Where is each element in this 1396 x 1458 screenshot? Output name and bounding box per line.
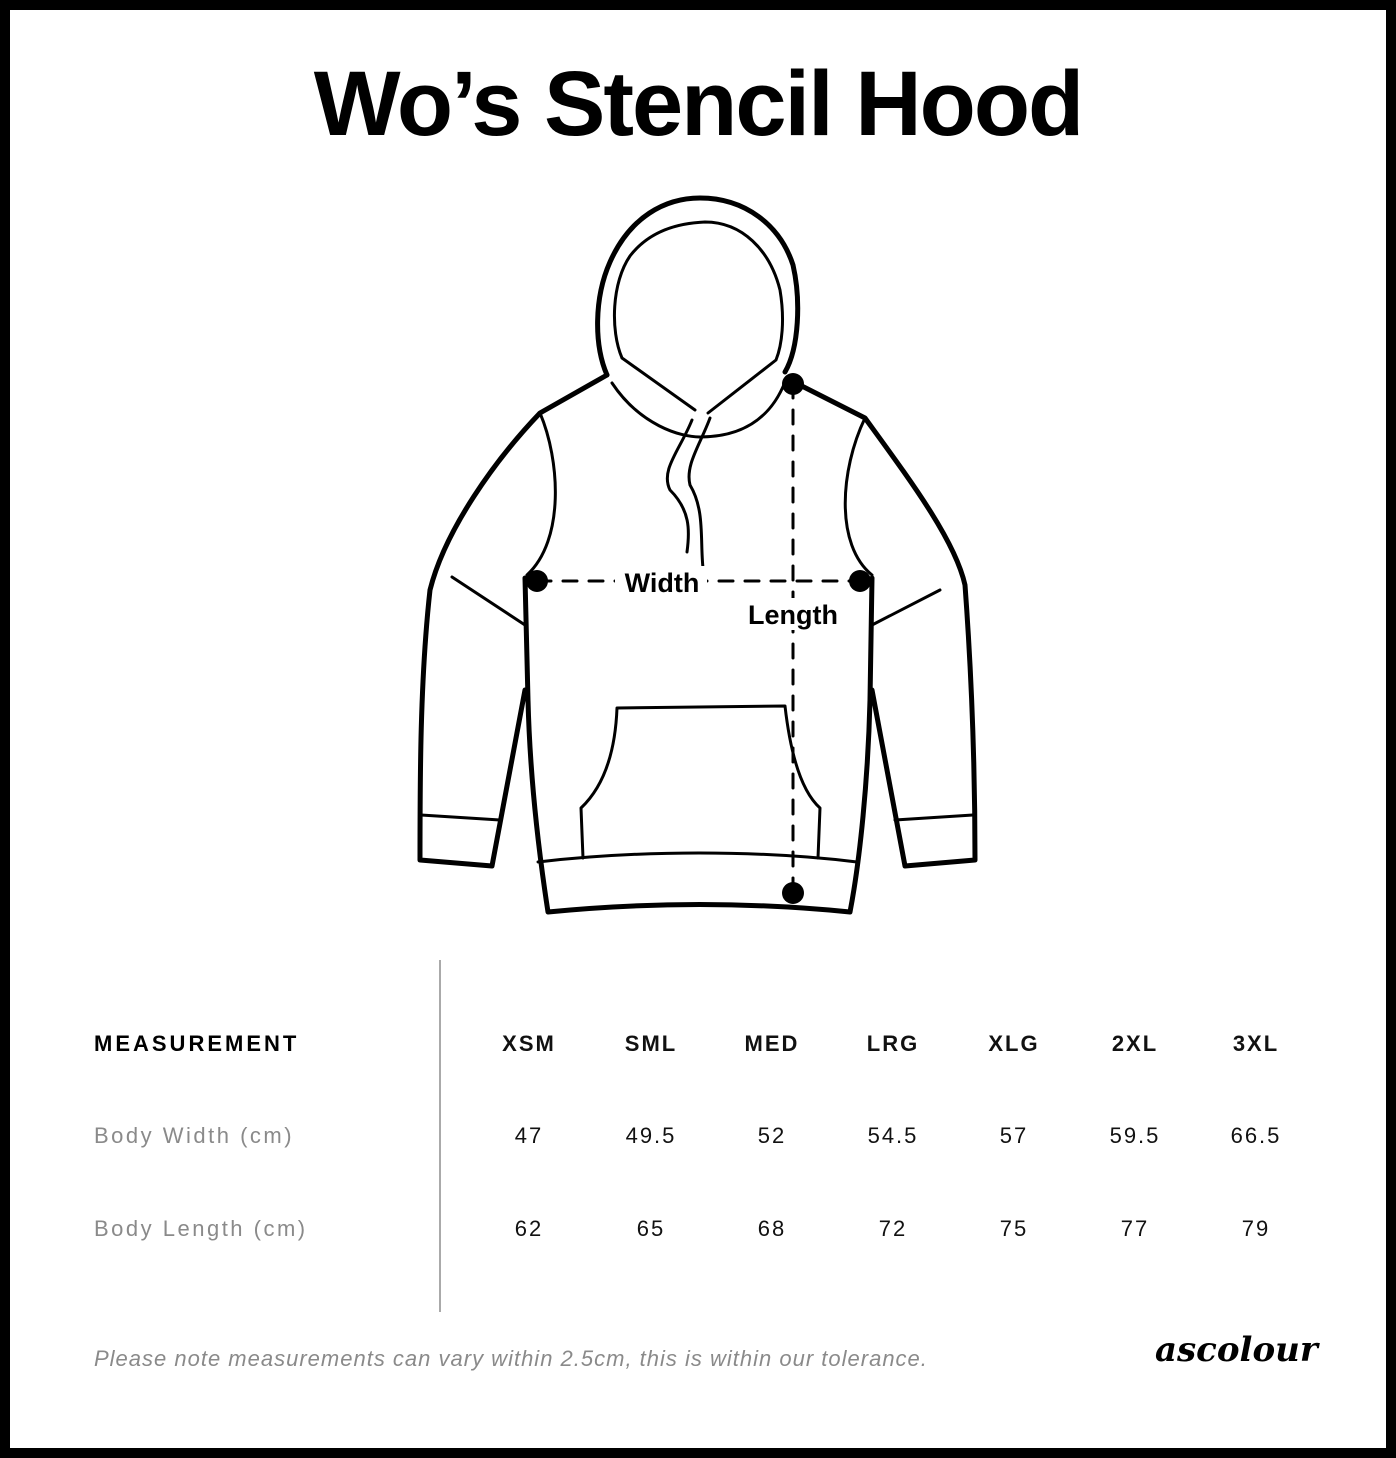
- table-divider: [439, 960, 441, 1312]
- armholes: [525, 411, 874, 577]
- table-cell: 52: [757, 1123, 787, 1148]
- measurement-header: MEASUREMENT: [94, 1031, 300, 1056]
- table-cell: 54.5: [867, 1123, 919, 1148]
- size-header: XSM: [502, 1031, 556, 1056]
- width-right-dot: [849, 570, 871, 592]
- hem-band: [536, 851, 859, 864]
- width-label: Width: [625, 568, 700, 598]
- table-cell: 75: [999, 1216, 1029, 1241]
- tolerance-note: Please note measurements can vary within…: [94, 1346, 928, 1371]
- length-top-dot: [782, 373, 804, 395]
- brand-logo: ascolour: [1155, 1330, 1318, 1370]
- length-bottom-dot: [782, 882, 804, 904]
- sleeve-creases: [419, 575, 975, 822]
- table-cell: 59.5: [1109, 1123, 1161, 1148]
- table-cell: 66.5: [1230, 1123, 1282, 1148]
- size-header: 2XL: [1111, 1031, 1159, 1056]
- pocket: [579, 704, 822, 860]
- neckline: [610, 380, 787, 439]
- table-cell: 57: [999, 1123, 1029, 1148]
- size-header: MED: [744, 1031, 800, 1056]
- size-header: 3XL: [1232, 1031, 1280, 1056]
- page-title: Wo’s Stencil Hood: [313, 53, 1084, 155]
- row-label: Body Width (cm): [94, 1123, 295, 1148]
- row-label: Body Length (cm): [94, 1216, 308, 1241]
- body-outline: [417, 372, 978, 915]
- length-label: Length: [748, 600, 838, 630]
- table-cell: 72: [878, 1216, 908, 1241]
- size-header: LRG: [866, 1031, 920, 1056]
- size-header: XLG: [988, 1031, 1040, 1056]
- size-header: SML: [624, 1031, 678, 1056]
- drawstrings: [665, 416, 712, 570]
- hood-outer: [595, 195, 801, 378]
- width-left-dot: [526, 570, 548, 592]
- table-cell: 47: [514, 1123, 544, 1148]
- hood-inner: [613, 220, 785, 415]
- table-cell: 65: [636, 1216, 666, 1241]
- table-cell: 68: [757, 1216, 787, 1241]
- table-cell: 62: [514, 1216, 544, 1241]
- table-cell: 49.5: [625, 1123, 677, 1148]
- table-cell: 79: [1241, 1216, 1271, 1241]
- table-cell: 77: [1120, 1216, 1150, 1241]
